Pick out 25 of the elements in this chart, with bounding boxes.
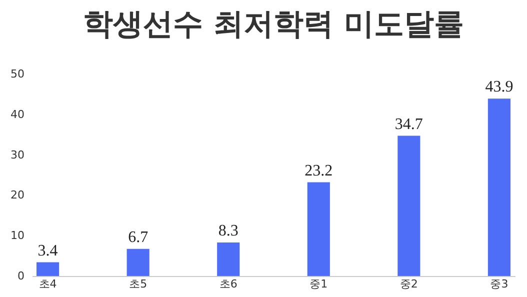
y-tick-label: 50 [10, 68, 24, 80]
x-tick-label: 초4 [38, 278, 57, 290]
data-label: 8.3 [218, 222, 238, 240]
bar [307, 182, 330, 276]
y-tick-label: 20 [10, 188, 24, 202]
bar [398, 136, 420, 276]
bar [36, 262, 60, 276]
data-label: 23.2 [304, 162, 333, 180]
x-tick-label: 초5 [129, 278, 148, 290]
bar [488, 98, 510, 276]
y-tick-label: 30 [10, 148, 24, 162]
y-tick-label: 10 [10, 229, 24, 242]
data-label: 6.7 [128, 228, 148, 246]
chart-title: 학생선수 최저학력 미도달률 [83, 7, 464, 42]
y-tick-label: 40 [10, 108, 24, 121]
data-label: 34.7 [394, 116, 423, 133]
x-tick-label: 중3 [490, 278, 508, 290]
y-tick-label: 0 [18, 270, 24, 282]
data-label: 3.4 [38, 242, 58, 260]
bar [217, 242, 240, 276]
x-tick-label: 초6 [219, 278, 238, 290]
x-tick-label: 중1 [310, 278, 328, 290]
data-label: 43.9 [485, 78, 514, 96]
bar [126, 248, 150, 276]
x-tick-label: 중2 [400, 278, 418, 290]
